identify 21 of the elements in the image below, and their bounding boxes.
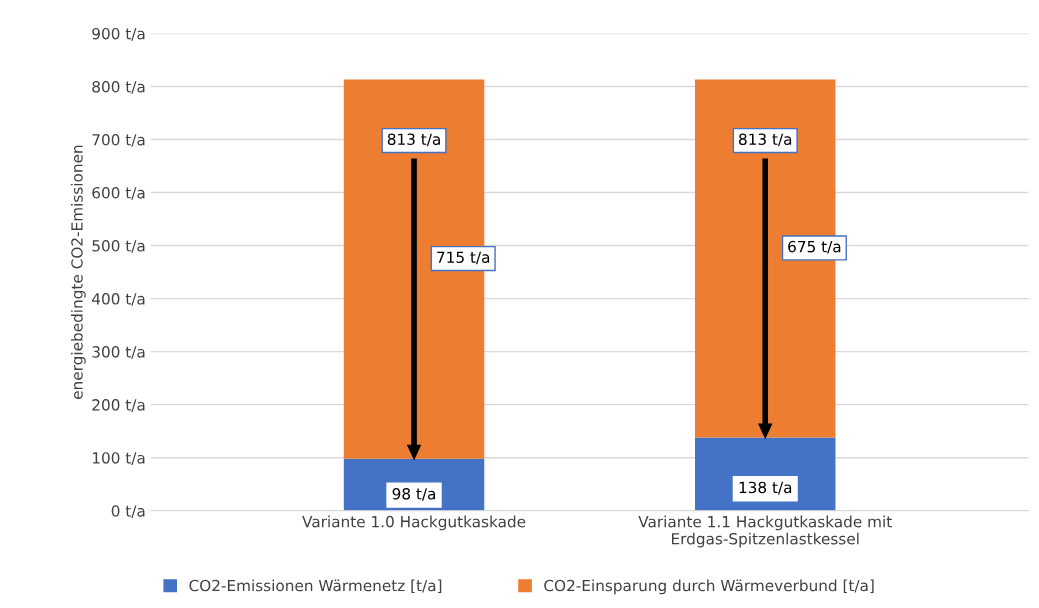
legend-label: CO2-Emissionen Wärmenetz [t/a]: [189, 579, 442, 594]
x-tick-label: Variante 1.0 Hackgutkaskade: [302, 515, 526, 531]
y-tick-label: 400 t/a: [92, 293, 145, 306]
total-label: 813 t/a: [739, 133, 792, 147]
y-tick-label: 100 t/a: [92, 452, 145, 465]
y-tick-label: 0 t/a: [111, 505, 145, 518]
y-tick-label: 300 t/a: [92, 346, 145, 359]
y-tick-label: 200 t/a: [92, 399, 145, 412]
data-label: 675 t/a: [788, 240, 841, 254]
data-label: 715 t/a: [437, 251, 490, 265]
data-label: 138 t/a: [739, 481, 792, 495]
y-tick-label: 900 t/a: [92, 27, 145, 41]
y-tick-label: 600 t/a: [92, 187, 145, 200]
y-tick-label: 800 t/a: [92, 80, 145, 94]
data-label: 98 t/a: [392, 488, 436, 501]
y-tick-label: 700 t/a: [92, 133, 145, 147]
x-tick-label: Variante 1.1 Hackgutkaskade mit Erdgas-Spitzenlastkessel: [638, 515, 892, 548]
legend-label: CO2-Einsparung durch Wärmeverbund [t/a]: [544, 579, 874, 595]
total-label: 813 t/a: [387, 133, 440, 147]
y-axis-title: energiebedingte CO2-Emissionen: [70, 145, 86, 399]
y-tick-label: 500 t/a: [92, 240, 145, 253]
